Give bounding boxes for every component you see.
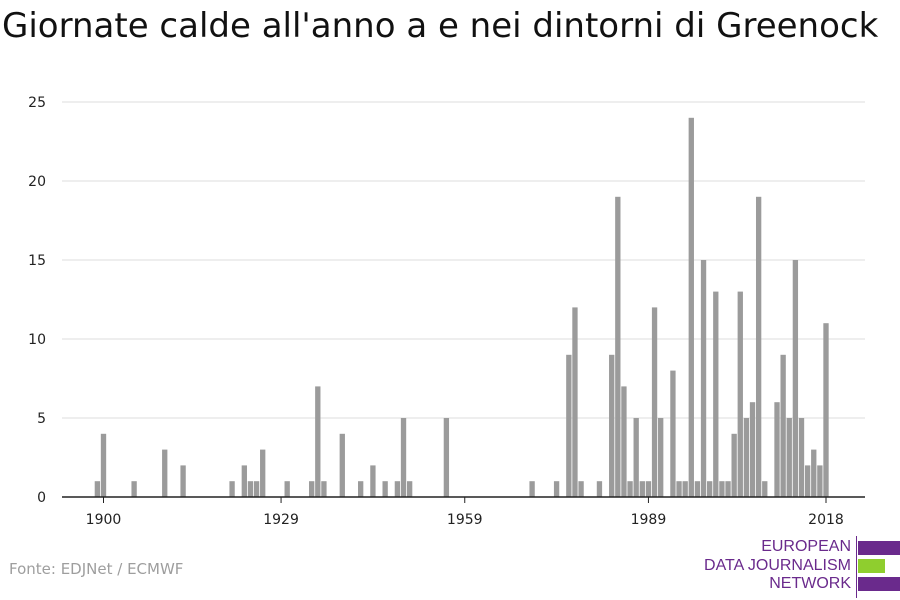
gridlines (62, 101, 865, 419)
x-tick-label: 1929 (263, 512, 299, 528)
x-tick-label: 2018 (808, 512, 844, 528)
y-tick-label: 10 (28, 332, 46, 348)
bar (284, 481, 290, 497)
y-tick-label: 15 (28, 253, 46, 269)
logo-line-3: NETWORK (769, 575, 851, 592)
x-tick-label: 1900 (86, 512, 122, 528)
bar (529, 481, 535, 497)
bar (394, 481, 401, 497)
bar (792, 260, 799, 497)
bar (621, 386, 627, 497)
bar (749, 402, 756, 497)
bar (713, 291, 719, 497)
bar (596, 481, 603, 497)
bar (804, 465, 811, 497)
bar (253, 481, 260, 497)
bar (100, 433, 107, 497)
bar (321, 481, 327, 497)
bar (162, 449, 168, 497)
bar (676, 481, 682, 497)
y-tick-label: 20 (28, 174, 46, 190)
bar (566, 354, 572, 497)
logo-bar-bottom (858, 577, 900, 591)
bar (774, 402, 780, 497)
bar (762, 481, 768, 497)
bar (682, 481, 688, 497)
bar (707, 481, 713, 497)
bar (651, 307, 658, 497)
bar (731, 433, 737, 497)
bar (658, 418, 664, 497)
logo-bar-top (858, 541, 900, 555)
bar (357, 481, 364, 497)
bar (609, 354, 615, 497)
bar (443, 418, 450, 497)
bar (725, 481, 731, 497)
y-tick-label: 0 (37, 490, 46, 506)
source-note: Fonte: EDJNet / ECMWF (9, 560, 184, 578)
bar (247, 481, 254, 497)
bar (315, 386, 321, 497)
bar (615, 196, 621, 498)
bar (180, 465, 186, 497)
bar (309, 481, 315, 497)
bar (633, 418, 639, 497)
bar (370, 465, 376, 497)
bars (94, 117, 829, 498)
y-axis-ticks: 0 5 10 15 20 25 (28, 95, 46, 506)
bar (260, 449, 266, 497)
logo-bar-middle (858, 559, 885, 573)
y-tick-label: 25 (28, 95, 46, 111)
bar (743, 418, 750, 497)
bar (639, 481, 645, 497)
chart-title: Giornate calde all'anno a e nei dintorni… (2, 6, 879, 46)
logo-divider (856, 536, 857, 598)
bar (670, 370, 676, 497)
bar (578, 481, 584, 497)
bar (241, 465, 247, 497)
bar (339, 433, 345, 497)
x-tick-label: 1989 (631, 512, 667, 528)
bar (553, 481, 560, 497)
bar (798, 418, 805, 497)
bar (737, 291, 743, 497)
bar (786, 418, 792, 497)
bar (406, 481, 413, 497)
bar (755, 196, 762, 498)
bar (694, 481, 701, 497)
bar (811, 449, 817, 497)
bar (700, 260, 707, 497)
edjnet-logo: EUROPEAN DATA JOURNALISM NETWORK (700, 536, 900, 598)
logo-line-1: EUROPEAN (761, 538, 851, 555)
bar (572, 307, 578, 497)
bar (627, 481, 633, 497)
bar (780, 354, 786, 497)
bar (382, 481, 388, 497)
bar (688, 117, 694, 498)
bar (131, 481, 137, 497)
logo-line-2: DATA JOURNALISM (704, 556, 851, 574)
bar (645, 481, 652, 497)
y-tick-label: 5 (37, 411, 46, 427)
bar (719, 481, 725, 497)
logo-text: EUROPEAN DATA JOURNALISM NETWORK (704, 538, 851, 594)
bar (400, 418, 407, 497)
bar (817, 465, 823, 497)
bar (94, 481, 101, 497)
bar (823, 323, 829, 497)
bar (229, 481, 235, 497)
x-tick-label: 1959 (447, 512, 483, 528)
x-axis: 1900 1929 1959 1989 2018 (62, 496, 865, 528)
